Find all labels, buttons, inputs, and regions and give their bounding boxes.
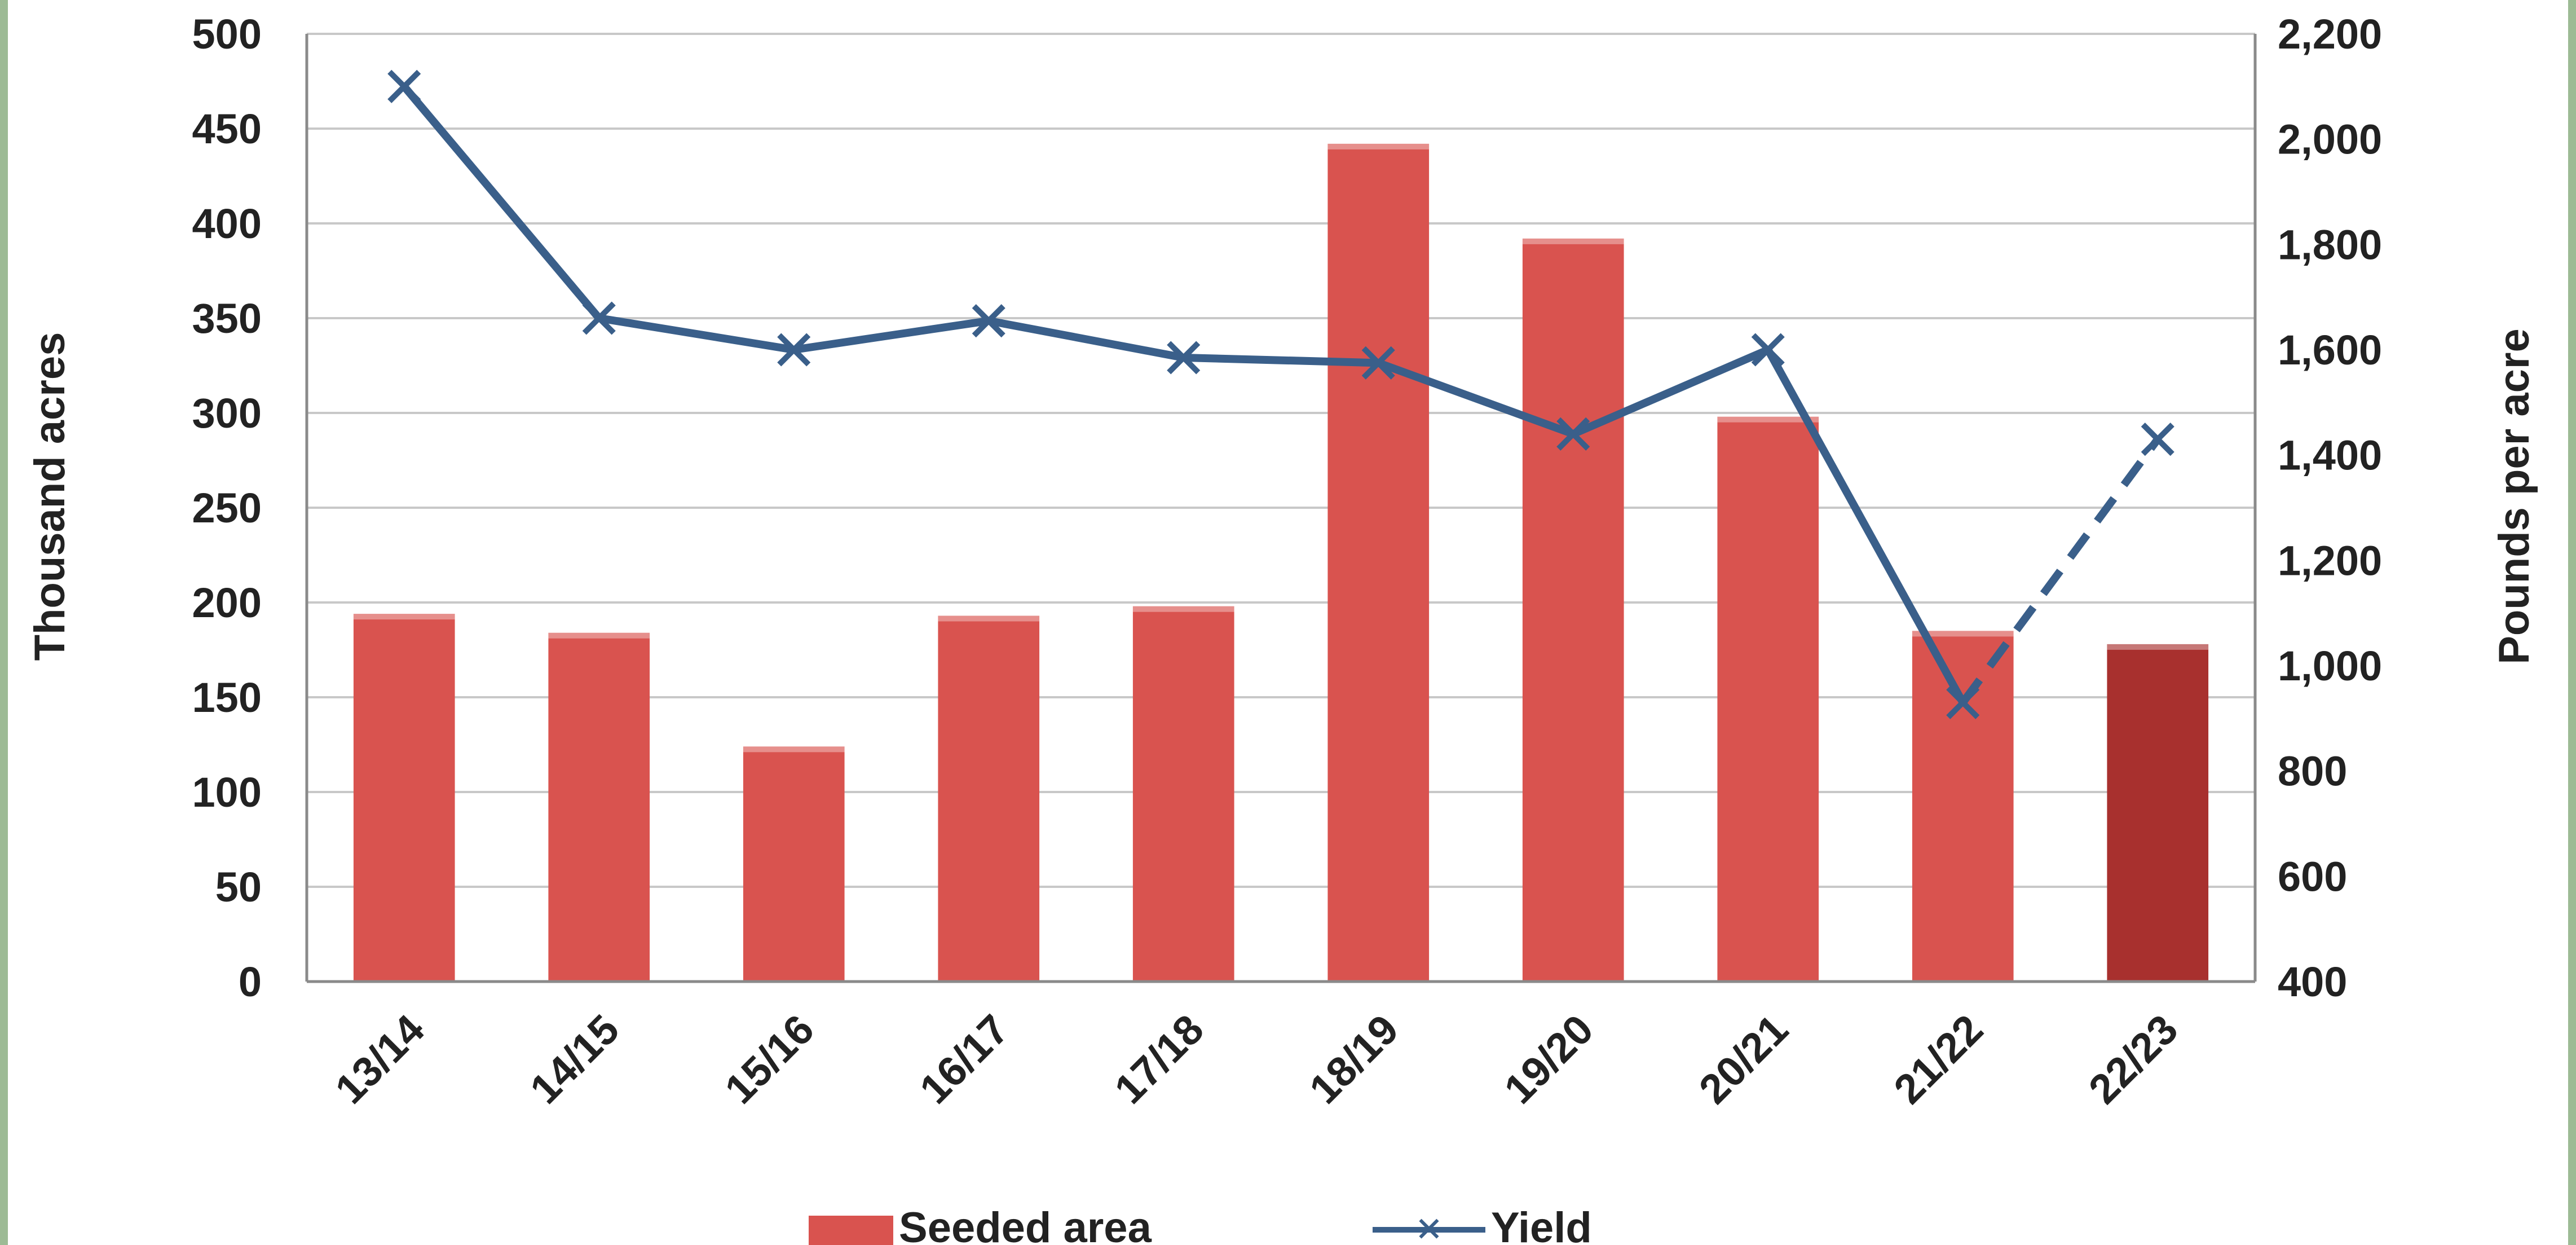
bar-top-highlight [938, 615, 1040, 622]
x-tick-label: 14/15 [521, 1006, 628, 1113]
left-tick-label: 500 [192, 11, 262, 58]
x-tick-label: 21/22 [1885, 1006, 1992, 1113]
left-tick-label: 450 [192, 105, 262, 152]
bar-seeded-area [548, 632, 650, 982]
right-tick-label: 600 [2278, 853, 2347, 900]
bar-top-highlight [353, 614, 455, 620]
legend-seeded-area-label: Seeded area [899, 1204, 1152, 1245]
left-tick-label: 0 [239, 958, 262, 1005]
left-tick-label: 350 [192, 295, 262, 342]
x-tick-label: 19/20 [1495, 1006, 1602, 1113]
x-tick-label: 16/17 [911, 1006, 1018, 1113]
right-axis-title: Pounds per acre [2490, 328, 2538, 665]
x-tick-label: 15/16 [716, 1006, 823, 1113]
axes [305, 34, 2257, 983]
yield-point-marker [387, 69, 421, 103]
left-tick-label: 150 [192, 674, 262, 721]
tick-labels: 0 50 100 150 200 250 300 350 400 450 500 400 600 800 1… [192, 11, 2383, 1112]
bar-seeded-area [1912, 631, 2014, 982]
yield-point-marker [1751, 333, 1785, 367]
x-tick-label: 13/14 [326, 1006, 433, 1113]
yield-point-marker [972, 304, 1005, 338]
yield-point-marker [777, 333, 811, 367]
right-tick-label: 1,800 [2278, 221, 2382, 268]
yield-point-marker [1556, 417, 1590, 451]
left-tick-label: 400 [192, 200, 262, 247]
legend: Seeded area ✕ Yield [809, 1204, 1592, 1245]
x-tick-label: 17/18 [1105, 1006, 1212, 1113]
yield-line [387, 69, 2174, 719]
legend-yield-marker: ✕ [1415, 1211, 1443, 1245]
bar-seeded-area [743, 746, 845, 982]
bar-seeded-area [1132, 606, 1234, 982]
yield-point-marker [2141, 423, 2174, 456]
left-tick-label: 50 [215, 864, 262, 910]
bar-seeded-area [1327, 143, 1430, 982]
bar-top-highlight [1522, 238, 1624, 244]
legend-yield-label: Yield [1491, 1204, 1592, 1245]
right-tick-label: 1,200 [2278, 537, 2382, 584]
x-tick-label: 18/19 [1300, 1006, 1408, 1113]
left-tick-label: 300 [192, 390, 262, 437]
bar-seeded-area [353, 614, 455, 982]
right-tick-label: 1,600 [2278, 327, 2382, 373]
left-tick-label: 250 [192, 485, 262, 531]
yield-point-marker [582, 301, 616, 335]
legend-seeded-area-swatch [809, 1216, 893, 1245]
x-tick-label: 22/23 [2080, 1006, 2187, 1113]
seeded-area-bars [353, 143, 2209, 982]
bar-seeded-area [938, 615, 1040, 982]
right-tick-label: 800 [2278, 748, 2347, 795]
left-tick-label: 100 [192, 769, 262, 816]
right-tick-label: 400 [2278, 958, 2347, 1005]
bar-top-highlight [2107, 644, 2209, 650]
combo-chart: 0 50 100 150 200 250 300 350 400 450 500 400 600 800 1… [26, 11, 2538, 1245]
bar-seeded-area [2107, 644, 2209, 982]
bar-top-highlight [743, 746, 845, 753]
left-tick-label: 200 [192, 579, 262, 626]
bar-top-highlight [1327, 143, 1430, 149]
bar-top-highlight [1132, 606, 1234, 612]
x-tick-label: 20/21 [1690, 1006, 1797, 1113]
yield-point-marker [1167, 341, 1201, 375]
bar-top-highlight [1912, 631, 2014, 637]
right-tick-label: 1,000 [2278, 643, 2382, 689]
bar-seeded-area [1522, 238, 1624, 982]
left-axis-title: Thousand acres [26, 332, 74, 661]
yield-point-marker [1946, 685, 1980, 719]
right-tick-label: 2,000 [2278, 116, 2382, 163]
bar-seeded-area [1717, 416, 1819, 982]
right-tick-label: 1,400 [2278, 432, 2382, 479]
yield-line-dashed [1960, 437, 2161, 705]
yield-point-marker [1361, 346, 1395, 380]
bar-top-highlight [1717, 416, 1819, 423]
right-tick-label: 2,200 [2278, 11, 2382, 58]
bar-top-highlight [548, 632, 650, 639]
